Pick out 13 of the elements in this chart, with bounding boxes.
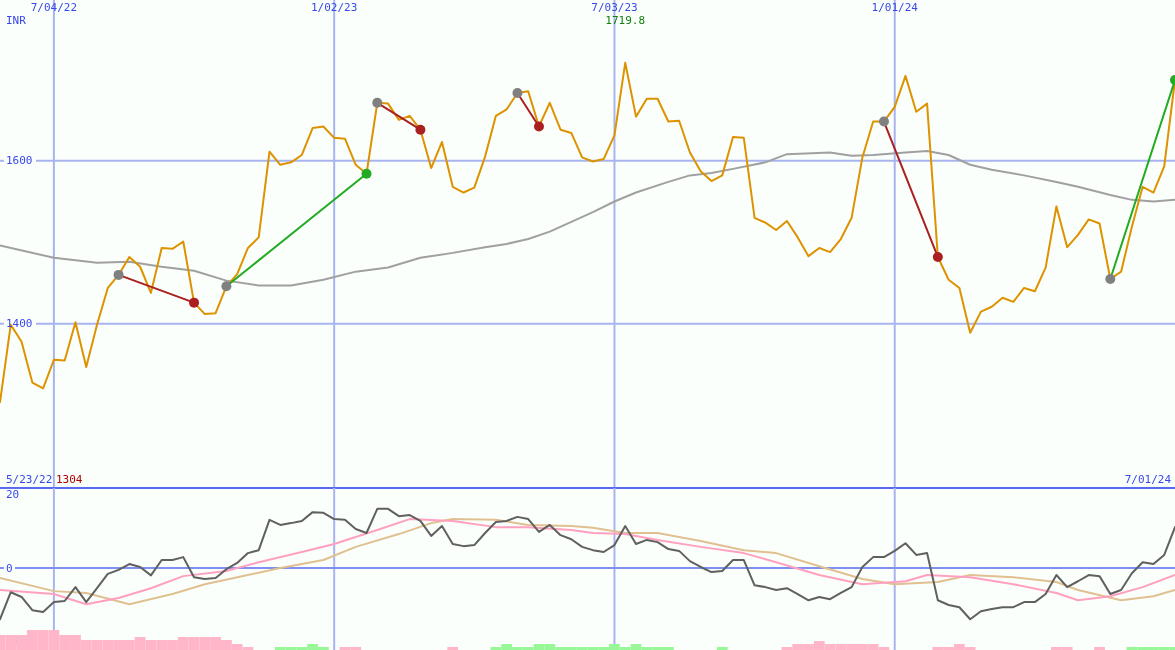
x-tick-label: 7/03/23 (591, 1, 638, 14)
y-tick-label: 20 (6, 488, 20, 502)
annotation: 7/01/24 (1124, 473, 1172, 486)
y-tick-label: 0 (6, 561, 13, 575)
x-tick-label: 7/04/22 (30, 1, 78, 14)
annotation: 5/23/22 (6, 473, 53, 486)
x-tick-label: 1/02/23 (310, 1, 358, 14)
x-tick-label: 1/01/24 (871, 1, 919, 14)
annotation: 1719.8 (605, 14, 646, 27)
y-tick-label: 1400 (6, 317, 33, 331)
y-tick-label: 1600 (6, 154, 33, 168)
annotation: 1304 (56, 473, 83, 486)
y-axis-title: INR (6, 14, 27, 27)
